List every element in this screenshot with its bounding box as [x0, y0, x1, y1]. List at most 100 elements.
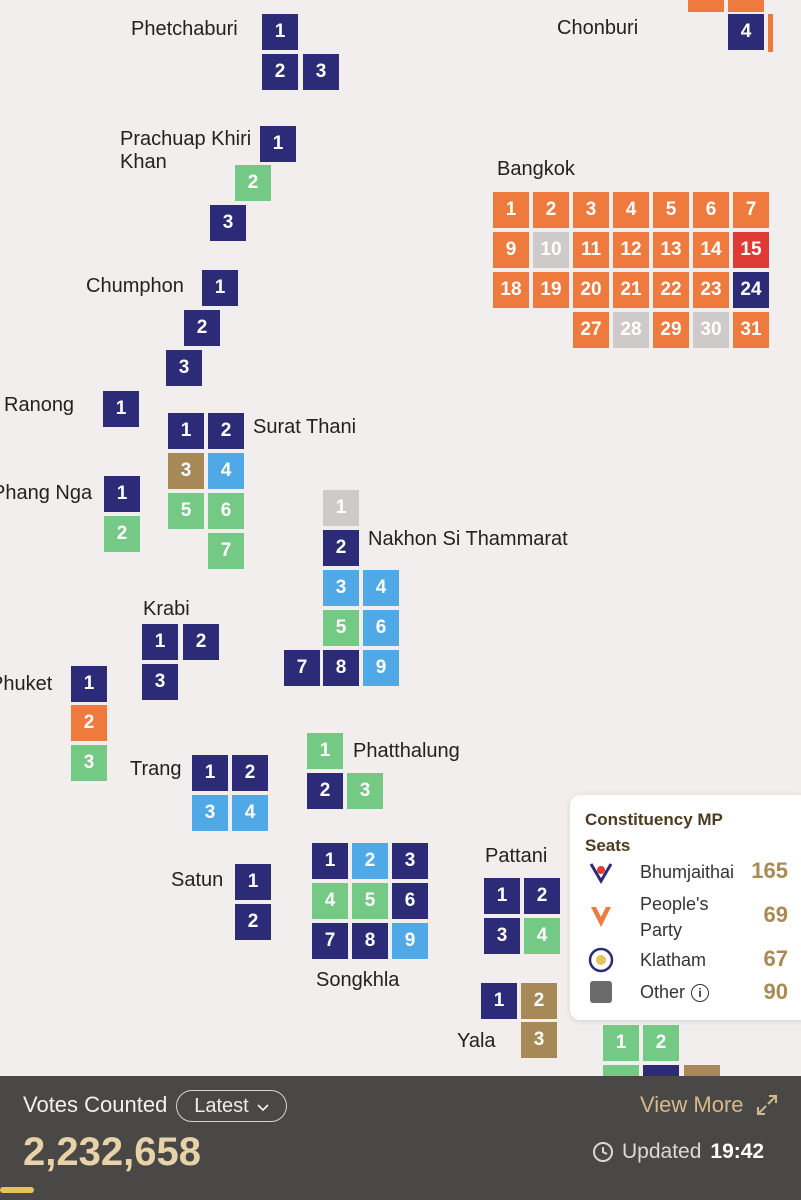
district-square[interactable]: 3 — [303, 54, 339, 90]
district-square[interactable]: 22 — [653, 272, 689, 308]
province-label-yala: Yala — [457, 1030, 496, 1052]
district-square[interactable]: 9 — [363, 650, 399, 686]
district-square[interactable]: 3 — [573, 192, 609, 228]
district-square[interactable]: 3 — [142, 664, 178, 700]
district-square[interactable]: 2 — [643, 1025, 679, 1061]
district-square[interactable]: 5 — [352, 883, 388, 919]
district-square[interactable]: 28 — [613, 312, 649, 348]
district-square[interactable]: 2 — [71, 705, 107, 741]
district-square[interactable]: 3 — [192, 795, 228, 831]
district-square[interactable]: 4 — [208, 453, 244, 489]
district-square[interactable]: 30 — [693, 312, 729, 348]
district-square[interactable]: 10 — [533, 232, 569, 268]
district-square[interactable]: 1 — [484, 878, 520, 914]
district-square[interactable]: 6 — [363, 610, 399, 646]
district-square[interactable]: 1 — [307, 733, 343, 769]
district-square[interactable] — [688, 0, 724, 12]
district-square[interactable]: 5 — [168, 493, 204, 529]
legend-label: Bhumjaithai — [640, 862, 735, 882]
district-square[interactable]: 2 — [307, 773, 343, 809]
district-square[interactable]: 3 — [71, 745, 107, 781]
district-square[interactable]: 2 — [323, 530, 359, 566]
district-square[interactable]: 4 — [312, 883, 348, 919]
district-square[interactable]: 18 — [493, 272, 529, 308]
info-icon[interactable]: i — [691, 984, 710, 1003]
district-square[interactable]: 3 — [210, 205, 246, 241]
district-square[interactable]: 2 — [235, 904, 271, 940]
district-square[interactable]: 6 — [208, 493, 244, 529]
district-square[interactable]: 6 — [693, 192, 729, 228]
district-square[interactable]: 23 — [693, 272, 729, 308]
district-square[interactable]: 4 — [524, 918, 560, 954]
district-square[interactable]: 11 — [573, 232, 609, 268]
district-square[interactable]: 8 — [352, 923, 388, 959]
latest-dropdown[interactable]: Latest — [176, 1090, 287, 1122]
district-square[interactable]: 2 — [183, 624, 219, 660]
district-square[interactable]: 13 — [653, 232, 689, 268]
district-square[interactable]: 27 — [573, 312, 609, 348]
district-square[interactable]: 9 — [493, 232, 529, 268]
legend-row-other: Other i — [588, 981, 710, 1003]
district-square[interactable]: 4 — [613, 192, 649, 228]
district-square[interactable]: 1 — [235, 864, 271, 900]
district-square[interactable]: 1 — [323, 490, 359, 526]
district-square[interactable]: 2 — [184, 310, 220, 346]
district-square[interactable]: 2 — [232, 755, 268, 791]
district-square[interactable]: 3 — [323, 570, 359, 606]
district-square[interactable]: 21 — [613, 272, 649, 308]
district-square[interactable]: 2 — [104, 516, 140, 552]
district-square[interactable]: 3 — [484, 918, 520, 954]
district-square[interactable]: 1 — [71, 666, 107, 702]
district-square[interactable]: 2 — [533, 192, 569, 228]
district-square[interactable]: 1 — [142, 624, 178, 660]
district-square[interactable]: 29 — [653, 312, 689, 348]
district-square[interactable]: 5 — [653, 192, 689, 228]
district-square[interactable]: 3 — [168, 453, 204, 489]
district-square[interactable]: 9 — [392, 923, 428, 959]
district-square[interactable]: 1 — [312, 843, 348, 879]
district-square[interactable]: 7 — [284, 650, 320, 686]
district-square[interactable]: 1 — [202, 270, 238, 306]
district-square[interactable]: 14 — [693, 232, 729, 268]
district-square[interactable]: 8 — [323, 650, 359, 686]
district-square[interactable]: 1 — [603, 1025, 639, 1061]
district-square[interactable]: 15 — [733, 232, 769, 268]
district-square[interactable]: 2 — [352, 843, 388, 879]
district-square[interactable]: 1 — [104, 476, 140, 512]
district-square[interactable]: 1 — [168, 413, 204, 449]
district-square[interactable]: 7 — [312, 923, 348, 959]
district-square[interactable]: 7 — [733, 192, 769, 228]
district-square[interactable]: 3 — [392, 843, 428, 879]
district-square[interactable]: 2 — [521, 983, 557, 1019]
district-square[interactable]: 12 — [613, 232, 649, 268]
district-square[interactable]: 2 — [262, 54, 298, 90]
district-square[interactable]: 24 — [733, 272, 769, 308]
other-square-icon — [590, 981, 612, 1003]
province-label-prachuap: Prachuap Khiri Khan — [120, 128, 252, 173]
district-square[interactable]: 5 — [323, 610, 359, 646]
district-square[interactable]: 4 — [363, 570, 399, 606]
district-square[interactable]: 1 — [493, 192, 529, 228]
district-square[interactable]: 3 — [521, 1022, 557, 1058]
expand-icon[interactable] — [756, 1094, 778, 1116]
district-square[interactable] — [728, 0, 764, 12]
legend-row-klatham: Klatham — [588, 947, 706, 973]
district-square[interactable]: 4 — [728, 14, 764, 50]
district-square[interactable]: 3 — [166, 350, 202, 386]
district-square[interactable]: 1 — [260, 126, 296, 162]
district-square[interactable]: 1 — [103, 391, 139, 427]
district-square[interactable]: 1 — [481, 983, 517, 1019]
district-square[interactable]: 20 — [573, 272, 609, 308]
district-square[interactable]: 7 — [208, 533, 244, 569]
district-square[interactable]: 3 — [347, 773, 383, 809]
district-square[interactable]: 2 — [208, 413, 244, 449]
district-square[interactable]: 6 — [392, 883, 428, 919]
district-square[interactable]: 19 — [533, 272, 569, 308]
district-square[interactable]: 1 — [262, 14, 298, 50]
district-square[interactable]: 4 — [232, 795, 268, 831]
district-square[interactable]: 2 — [235, 165, 271, 201]
district-square[interactable]: 2 — [524, 878, 560, 914]
view-more-link[interactable]: View More — [640, 1092, 744, 1117]
district-square[interactable]: 31 — [733, 312, 769, 348]
district-square[interactable]: 1 — [192, 755, 228, 791]
